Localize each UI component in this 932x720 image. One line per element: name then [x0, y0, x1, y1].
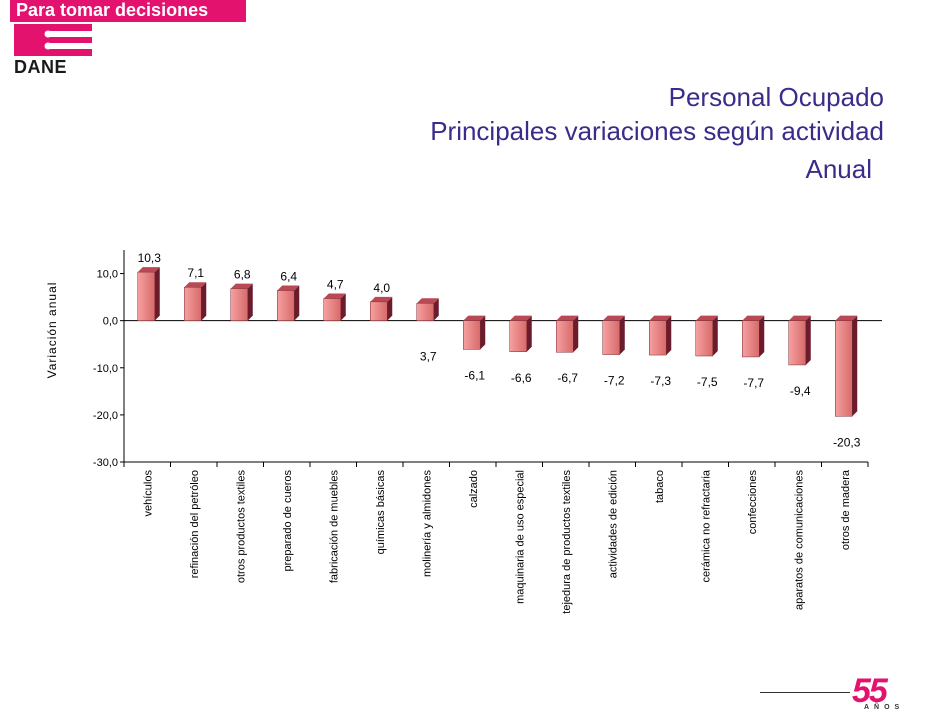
bar-value-label: -6,7	[557, 371, 578, 385]
bar-top	[230, 283, 253, 289]
bar-top	[835, 315, 858, 321]
bar-top	[742, 315, 765, 321]
bar	[788, 320, 806, 366]
bar-side	[712, 315, 718, 356]
x-category-label: otros productos textiles	[235, 470, 247, 584]
bar-top	[463, 315, 486, 321]
x-category-label: tejedura de productos textiles	[561, 470, 573, 614]
x-category-label: actividades de edición	[607, 470, 619, 578]
bar-side	[666, 315, 672, 356]
bar	[277, 290, 295, 321]
bar	[695, 320, 713, 357]
bar-side	[805, 315, 811, 365]
bar-value-label: -7,5	[697, 375, 718, 389]
dane-logo-text: DANE	[14, 57, 68, 77]
bar-side	[480, 315, 486, 350]
tagline-text: Para tomar decisiones	[16, 0, 209, 20]
bar-side	[294, 285, 300, 321]
bar-value-label: -9,4	[790, 384, 811, 398]
x-category-label: químicas básicas	[375, 470, 387, 555]
x-category-label: confecciones	[747, 470, 759, 535]
bar-top	[137, 267, 160, 273]
bar-value-label: 4,0	[373, 281, 390, 295]
bar-top	[602, 315, 625, 321]
y-tick-label: -30,0	[93, 457, 118, 469]
title-line-1: Personal Ocupado	[668, 82, 884, 112]
bar-value-label: -7,7	[743, 376, 764, 390]
bar-value-label: 7,1	[187, 266, 204, 280]
bar-top	[509, 315, 532, 321]
bar-top	[370, 296, 393, 302]
bar-value-label: -7,2	[604, 374, 625, 388]
x-category-label: tabaco	[654, 470, 666, 503]
bar-side	[247, 283, 253, 321]
bar	[184, 286, 202, 321]
anniversary-logo: 55	[852, 672, 888, 710]
bar-top	[788, 315, 811, 321]
bar-top	[184, 282, 207, 288]
bar-value-label: -6,6	[511, 371, 532, 385]
bar	[602, 320, 620, 355]
x-category-label: otros de madera	[840, 469, 852, 550]
footer-divider	[760, 692, 850, 693]
x-category-label: maquinaria de uso especial	[514, 470, 526, 604]
bar-side	[852, 315, 858, 417]
bar-top	[323, 293, 346, 299]
bar	[463, 320, 481, 350]
x-category-label: aparatos de comunicaciones	[793, 470, 805, 611]
bar	[137, 271, 155, 321]
x-category-label: molinería y almidones	[421, 470, 433, 577]
x-category-label: preparado de cueros	[282, 470, 294, 572]
bar	[649, 320, 667, 356]
title-line-3: Anual	[805, 154, 873, 184]
bar	[323, 298, 341, 321]
y-tick-label: -20,0	[93, 410, 118, 422]
x-category-label: cerámica no refractaria	[700, 469, 712, 582]
bar-top	[695, 315, 718, 321]
bar-side	[201, 282, 207, 321]
bar-side	[759, 315, 765, 357]
x-category-label: refinación del petróleo	[189, 470, 201, 578]
y-tick-label: 10,0	[97, 269, 118, 281]
y-tick-label: -10,0	[93, 363, 118, 375]
y-axis-label: Variación anual	[45, 282, 59, 379]
bar-side	[526, 315, 532, 352]
bar-side	[619, 315, 625, 355]
bar-value-label: -20,3	[833, 435, 861, 449]
bar	[509, 320, 527, 353]
anniversary-subtext: AÑOS	[864, 704, 905, 711]
bar-value-label: -7,3	[650, 374, 671, 388]
bar	[835, 320, 853, 417]
bar-top	[277, 285, 300, 291]
bar-side	[340, 293, 346, 321]
bar-value-label: -6,1	[464, 368, 485, 382]
page-title: Personal Ocupado Principales variaciones…	[430, 80, 884, 186]
bar	[742, 320, 760, 358]
y-tick-label: 0,0	[103, 316, 118, 328]
tagline-banner: Para tomar decisiones	[10, 0, 246, 22]
x-category-label: vehículos	[142, 470, 154, 517]
bar-side	[387, 296, 393, 321]
bar-top	[649, 315, 672, 321]
bar	[230, 288, 248, 321]
bar-top	[416, 298, 439, 304]
bar	[416, 302, 434, 321]
x-category-label: calzado	[468, 470, 480, 508]
bar-side	[154, 267, 160, 321]
bar-value-label: 10,3	[138, 251, 162, 265]
bar-value-label: 3,7	[420, 350, 437, 364]
x-category-label: fabricación de muebles	[328, 470, 340, 584]
bar-side	[433, 298, 439, 321]
bar-value-label: 4,7	[327, 278, 344, 292]
bar-side	[573, 315, 579, 353]
dane-logo-icon	[14, 24, 92, 56]
bar	[370, 301, 388, 321]
bar-top	[556, 315, 579, 321]
bar-value-label: 6,4	[280, 270, 297, 284]
bar-value-label: 6,8	[234, 268, 251, 282]
title-line-2: Principales variaciones según actividad	[430, 116, 884, 146]
bar	[556, 320, 574, 353]
